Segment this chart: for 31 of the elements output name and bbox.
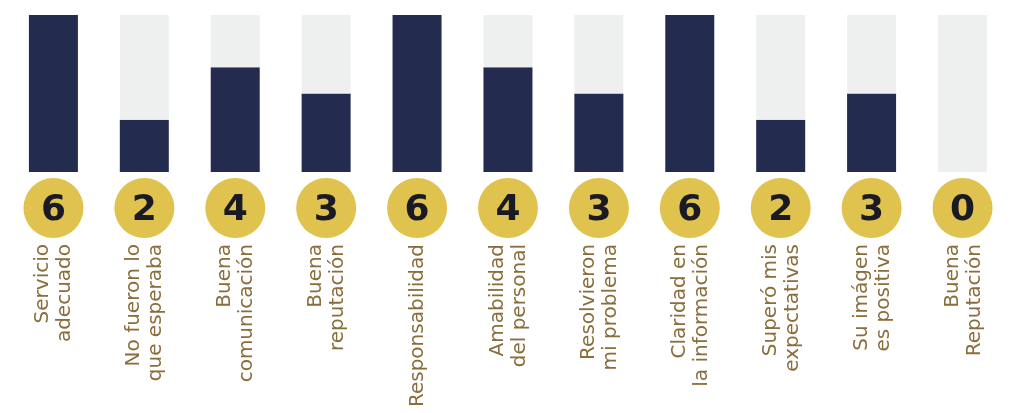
bar bbox=[119, 119, 169, 172]
data-label: 3 bbox=[586, 187, 612, 228]
bar bbox=[483, 67, 533, 172]
bar bbox=[574, 15, 624, 94]
bar bbox=[756, 15, 806, 120]
bar bbox=[756, 119, 806, 172]
data-label: 2 bbox=[131, 187, 157, 228]
data-label: 6 bbox=[40, 187, 66, 228]
bar bbox=[847, 15, 897, 94]
bar bbox=[301, 93, 351, 172]
x-tick-label: Responsabilidad bbox=[403, 244, 428, 408]
data-label: 0 bbox=[950, 187, 976, 228]
bar bbox=[119, 15, 169, 120]
x-tick-label: Servicio adecuado bbox=[28, 244, 75, 343]
data-label: 3 bbox=[859, 187, 885, 228]
bar bbox=[301, 15, 351, 94]
bar bbox=[210, 15, 260, 68]
data-label: 6 bbox=[404, 187, 430, 228]
x-tick-label: Amabilidad del personal bbox=[483, 244, 530, 368]
bar bbox=[665, 15, 715, 172]
bar bbox=[28, 15, 78, 172]
bar bbox=[392, 15, 442, 172]
bar bbox=[483, 15, 533, 68]
bar bbox=[574, 93, 624, 172]
data-label: 6 bbox=[677, 187, 703, 228]
bar bbox=[210, 67, 260, 172]
bar bbox=[847, 93, 897, 172]
data-label: 4 bbox=[222, 187, 248, 228]
data-label: 2 bbox=[768, 187, 794, 228]
data-label: 4 bbox=[495, 187, 521, 228]
data-label: 3 bbox=[313, 187, 339, 228]
